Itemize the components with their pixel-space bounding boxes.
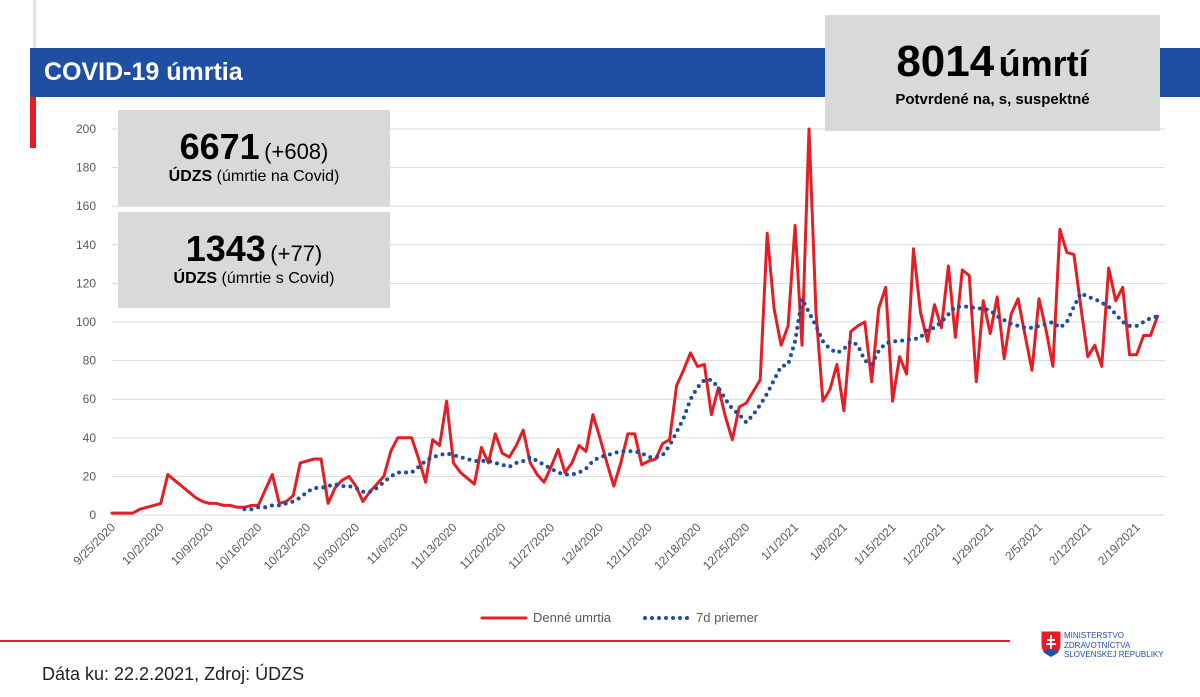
stat-panel: 1343 (+77) ÚDZS (úmrtie s Covid) <box>118 212 390 308</box>
total-panel: 8014 úmrtí Potvrdené na, s, suspektné <box>825 15 1160 131</box>
stat-number: 1343 <box>185 228 266 269</box>
y-tick-label: 80 <box>83 354 97 368</box>
x-tick-label: 1/8/2021 <box>807 520 850 563</box>
x-tick-label: 10/30/2020 <box>310 520 363 573</box>
y-tick-label: 0 <box>89 508 96 522</box>
total-number: 8014 <box>896 37 995 86</box>
x-tick-label: 11/13/2020 <box>408 520 460 572</box>
x-tick-label: 1/1/2021 <box>758 520 801 563</box>
decor-bar <box>30 97 36 148</box>
series-line <box>110 127 1159 515</box>
y-tick-label: 120 <box>76 276 96 290</box>
x-tick-label: 12/4/2020 <box>558 520 606 568</box>
y-tick-label: 60 <box>83 392 97 406</box>
logo: MINISTERSTVO ZDRAVOTNÍCTVA SLOVENSKEJ RE… <box>1040 630 1164 663</box>
y-tick-label: 20 <box>83 469 97 483</box>
stat-source: ÚDZS <box>173 270 218 287</box>
logo-shield <box>1040 630 1062 658</box>
x-tick-label: 9/25/2020 <box>70 520 118 568</box>
y-tick-label: 100 <box>76 315 96 329</box>
y-tick-label: 200 <box>76 122 96 136</box>
stat-panel: 6671 (+608) ÚDZS (úmrtie na Covid) <box>118 110 390 206</box>
logo-text: ZDRAVOTNÍCTVA <box>1064 641 1131 650</box>
legend-label: 7d priemer <box>696 610 759 625</box>
x-tick-label: 2/5/2021 <box>1002 520 1045 563</box>
x-tick-label: 12/11/2020 <box>603 520 655 572</box>
footer-text: Dáta ku: 22.2.2021, Zdroj: ÚDZS <box>42 664 305 684</box>
stat-desc: (úmrtie s Covid) <box>221 270 335 287</box>
x-tick-label: 10/23/2020 <box>261 520 314 573</box>
x-tick-label: 10/2/2020 <box>119 520 167 568</box>
stat-number: 6671 <box>179 126 260 167</box>
series-line <box>242 291 1160 512</box>
x-tick-label: 2/19/2021 <box>1095 520 1143 568</box>
stat-source: ÚDZS <box>168 168 213 185</box>
legend-label: Denné umrtia <box>533 610 612 625</box>
x-tick-label: 1/29/2021 <box>949 520 997 568</box>
x-tick-label: 10/9/2020 <box>168 520 216 568</box>
total-note: Potvrdené na, s, suspektné <box>895 91 1090 108</box>
x-tick-label: 1/22/2021 <box>900 520 948 568</box>
logo-text: MINISTERSTVO <box>1064 631 1125 640</box>
x-tick-label: 12/25/2020 <box>700 520 753 573</box>
total-unit: úmrtí <box>998 43 1089 84</box>
y-tick-label: 40 <box>83 431 97 445</box>
header-title: COVID-19 úmrtia <box>44 58 243 86</box>
x-tick-label: 11/6/2020 <box>364 520 411 567</box>
x-tick-label: 12/18/2020 <box>651 520 704 573</box>
stat-change: (+608) <box>264 139 329 164</box>
footer-line <box>0 640 1010 642</box>
decor-line <box>33 0 36 48</box>
y-tick-label: 140 <box>76 238 96 252</box>
x-tick-label: 11/27/2020 <box>505 520 557 572</box>
x-tick-label: 11/20/2020 <box>457 520 509 572</box>
x-tick-label: 10/16/2020 <box>212 520 265 573</box>
logo-text: SLOVENSKEJ REPUBLIKY <box>1064 650 1164 659</box>
x-tick-label: 2/12/2021 <box>1046 520 1094 568</box>
x-tick-label: 1/15/2021 <box>851 520 899 568</box>
y-tick-label: 160 <box>76 199 96 213</box>
stat-change: (+77) <box>270 241 323 266</box>
stat-desc: (úmrtie na Covid) <box>216 168 340 185</box>
y-tick-label: 180 <box>76 161 96 175</box>
